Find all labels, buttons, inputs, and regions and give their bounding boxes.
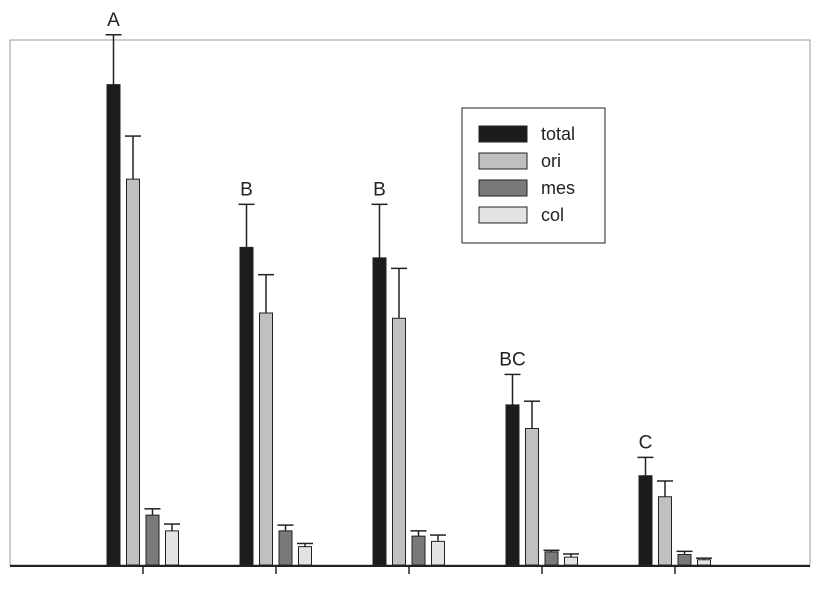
plot-frame [9,39,811,566]
bar-col-group-4 [564,556,578,566]
bar-mes-group-1 [145,514,160,566]
bar-col-group-2 [298,546,312,566]
group-letter-2: B [240,179,253,200]
bar-mes-group-3 [411,535,426,566]
bar-mes-group-2 [278,530,293,566]
bar-total-group-3 [372,257,387,566]
legend-label-total: total [541,124,575,144]
legend-swatch-ori [478,152,528,170]
legend-items: total ori mes col [478,124,575,225]
bar-mes-group-5 [677,554,692,566]
bar-col-group-5 [697,559,711,566]
bar-ori-group-2 [259,312,273,566]
bar-ori-group-4 [525,428,539,566]
group-letter-5: C [639,432,653,453]
group-letter-3: B [373,179,386,200]
legend-label-mes: mes [541,178,575,198]
bar-total-group-5 [638,475,653,566]
bar-ori-group-1 [126,178,140,566]
group-letters-layer: A B B BC C [107,10,652,454]
bar-total-group-2 [239,246,254,566]
error-bars-layer [105,34,712,560]
legend-label-col: col [541,205,564,225]
group-letter-4: BC [499,349,525,370]
bar-ori-group-3 [392,317,406,566]
legend-swatch-col [478,206,528,224]
bar-total-group-1 [106,84,121,566]
bar-total-group-4 [505,404,520,566]
group-letter-1: A [107,10,120,31]
x-ticks-layer [142,566,676,574]
bars-layer [106,84,711,566]
bar-col-group-3 [431,540,445,566]
legend-swatch-mes [478,179,528,197]
bar-ori-group-5 [658,496,672,566]
bar-col-group-1 [165,530,179,566]
legend-swatch-total [478,125,528,143]
legend-label-ori: ori [541,151,561,171]
bar-mes-group-4 [544,551,559,566]
legend: total ori mes col [461,107,606,244]
